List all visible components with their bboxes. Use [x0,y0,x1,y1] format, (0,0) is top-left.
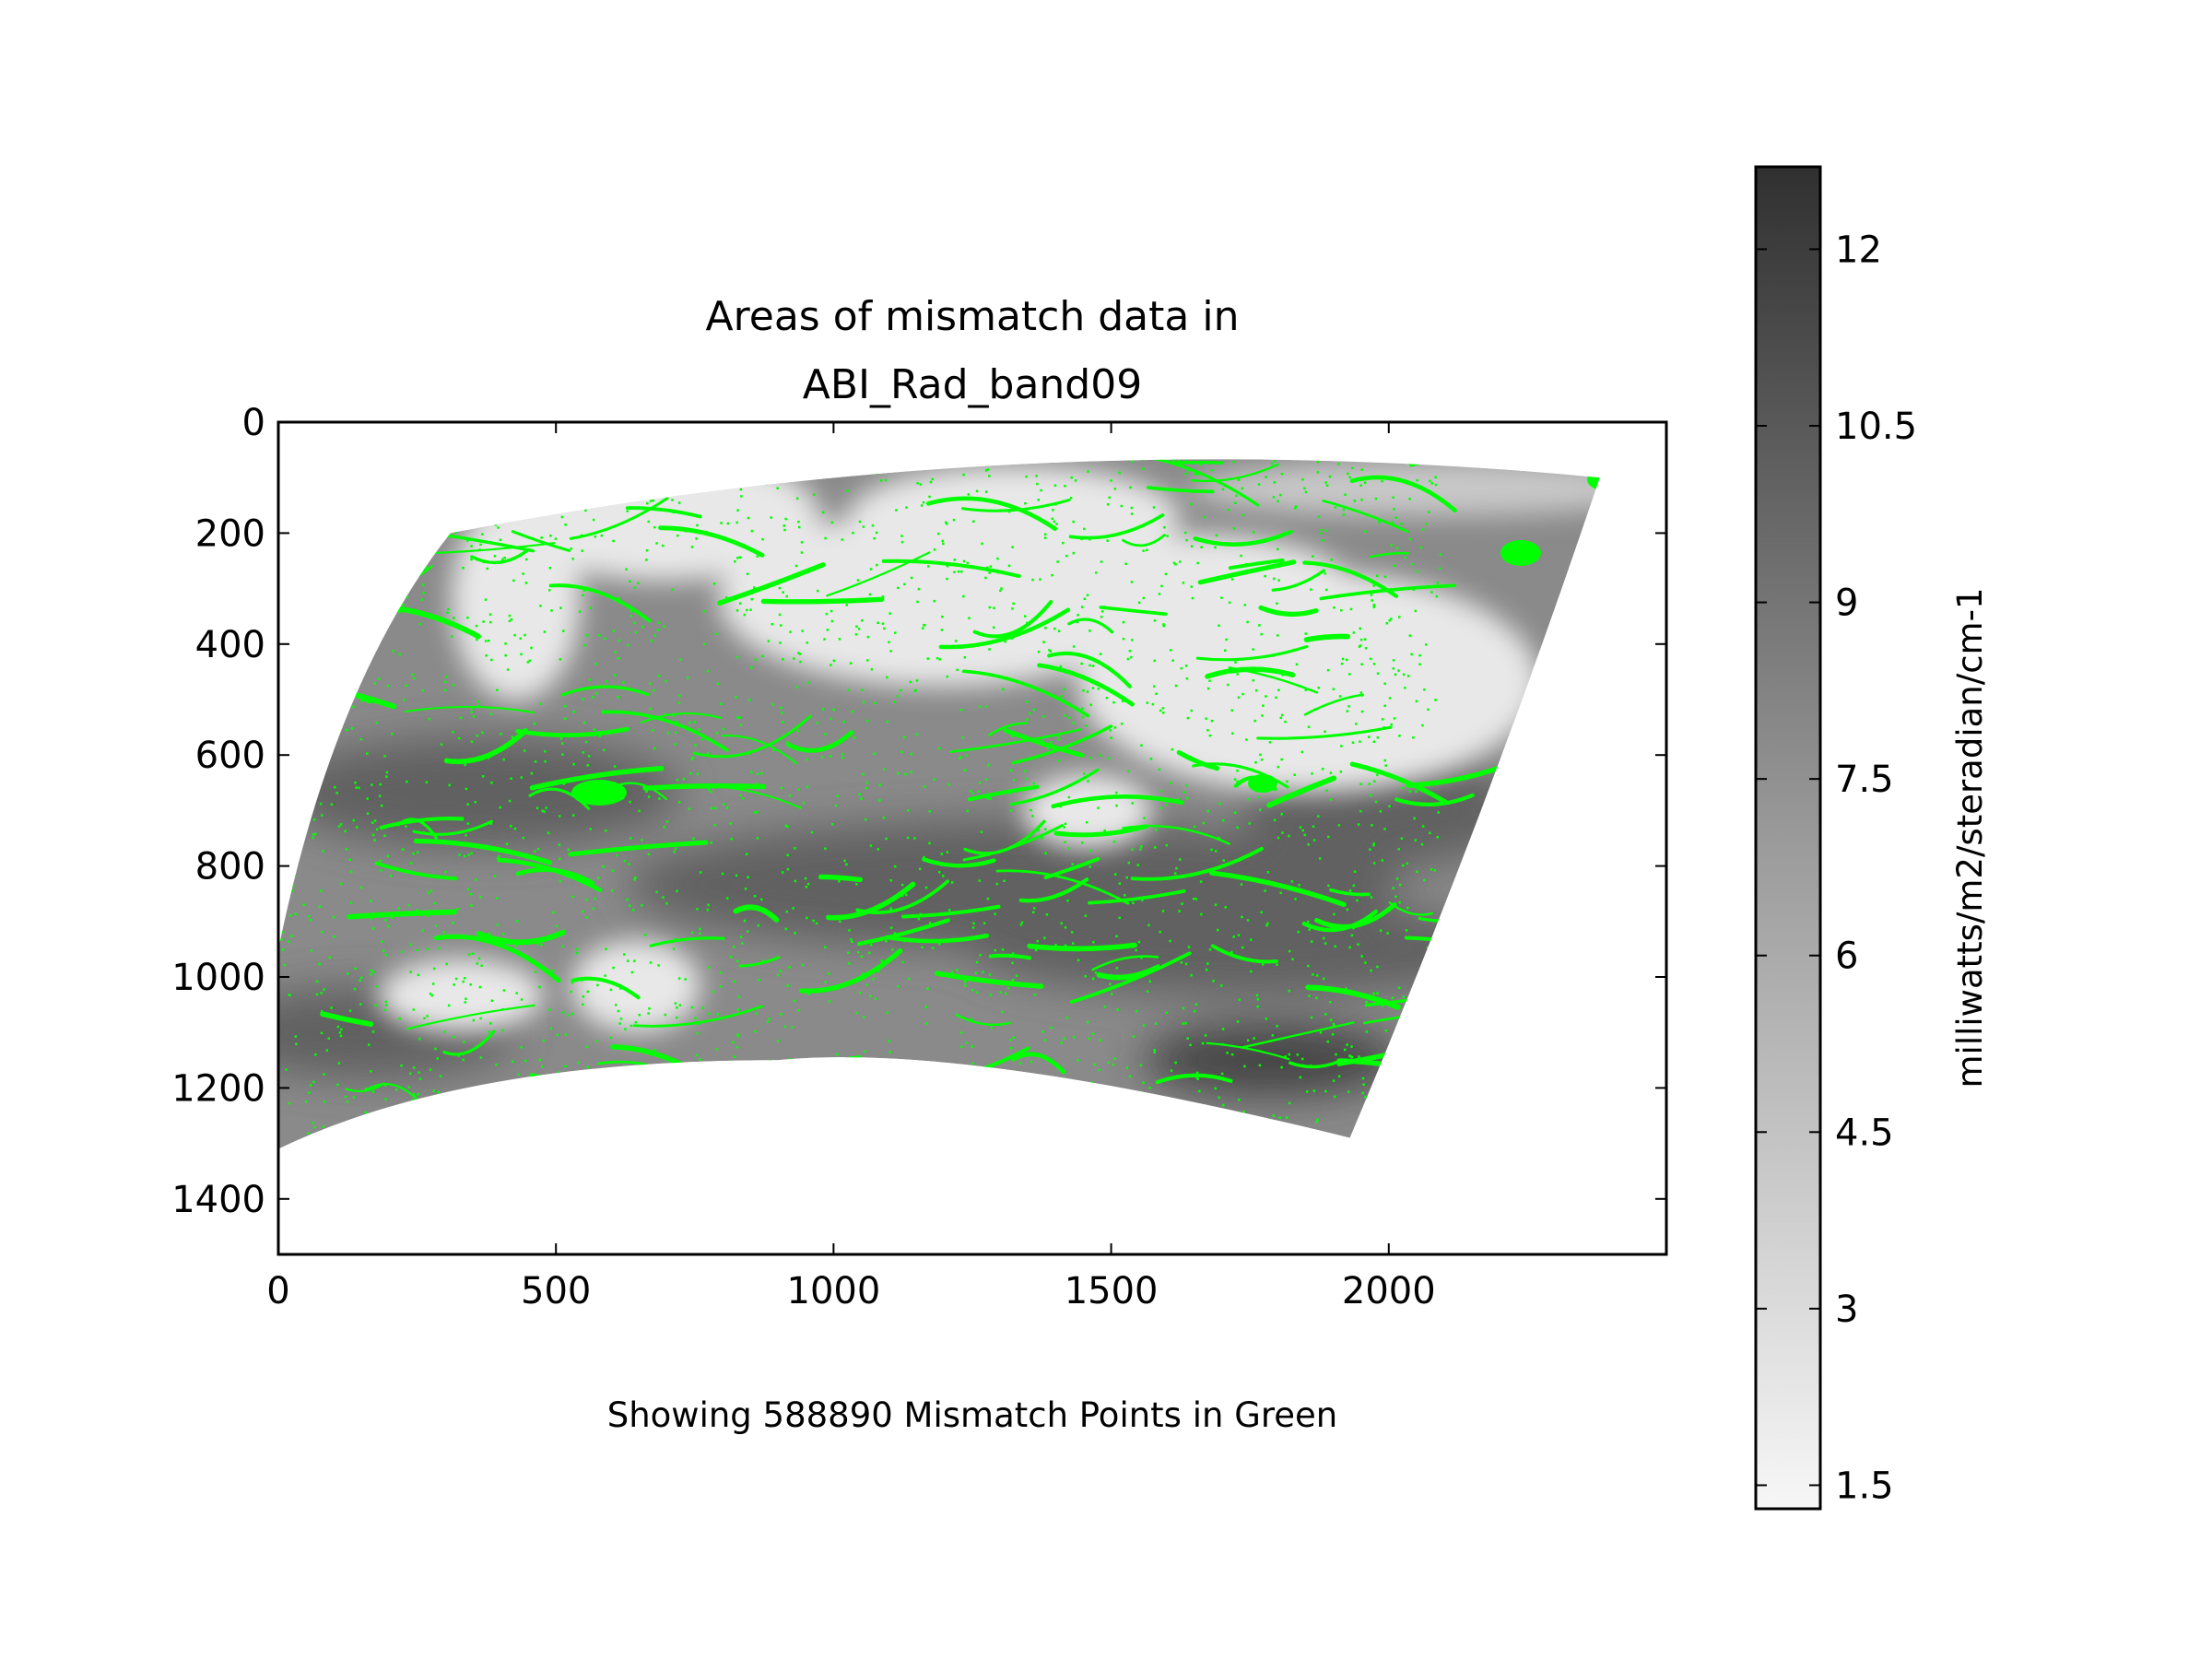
colorbar-tick-label: 1.5 [1835,1465,1894,1507]
y-tick-label: 200 [195,512,265,555]
x-tick-label: 500 [521,1270,591,1312]
chart-title-line-1: Areas of mismatch data in [706,293,1240,340]
colorbar-tick-label: 10.5 [1835,406,1917,448]
colorbar-label: milliwatts/m2/steradian/cm-1 [1950,588,1990,1088]
y-tick-label: 1200 [171,1067,265,1110]
cloud-regions [378,459,1600,1032]
radiance-swath [278,459,1600,1149]
x-tick-label: 1500 [1065,1270,1159,1312]
colorbar-tick-label: 7.5 [1835,759,1894,801]
y-axis: 0 200 400 600 800 1000 1200 1400 [171,402,1666,1221]
x-tick-label: 1000 [787,1270,881,1312]
x-axis: 0 500 1000 1500 2000 [266,422,1436,1312]
colorbar-tick-label: 6 [1835,935,1858,978]
chart-title-line-2: ABI_Rad_band09 [803,361,1142,408]
colorbar-ticks: 1.5 3 4.5 6 7.5 9 10.5 12 [1756,229,1917,1507]
colorbar-tick-label: 3 [1835,1288,1858,1331]
y-tick-label: 800 [195,846,265,888]
mismatch-footnote: Showing 588890 Mismatch Points in Green [607,1395,1338,1435]
y-tick-label: 1400 [171,1179,265,1221]
y-tick-label: 0 [242,402,265,444]
colorbar: 1.5 3 4.5 6 7.5 9 10.5 12 milliwatts/m2/steradi… [1754,165,1990,1511]
x-tick-label: 2000 [1342,1270,1436,1312]
colorbar-tick-label: 9 [1835,582,1858,625]
colorbar-gradient [1754,165,1822,1511]
y-tick-label: 1000 [171,957,265,999]
y-tick-label: 400 [195,624,265,666]
colorbar-tick-label: 4.5 [1835,1112,1894,1154]
x-tick-label: 0 [266,1270,289,1312]
plot-area: 0 500 1000 1500 2000 0 200 400 600 800 1000 1200 14… [171,402,1668,1312]
colorbar-tick-label: 12 [1835,229,1882,271]
y-tick-label: 600 [195,735,265,777]
plot-frame [276,420,1668,1256]
